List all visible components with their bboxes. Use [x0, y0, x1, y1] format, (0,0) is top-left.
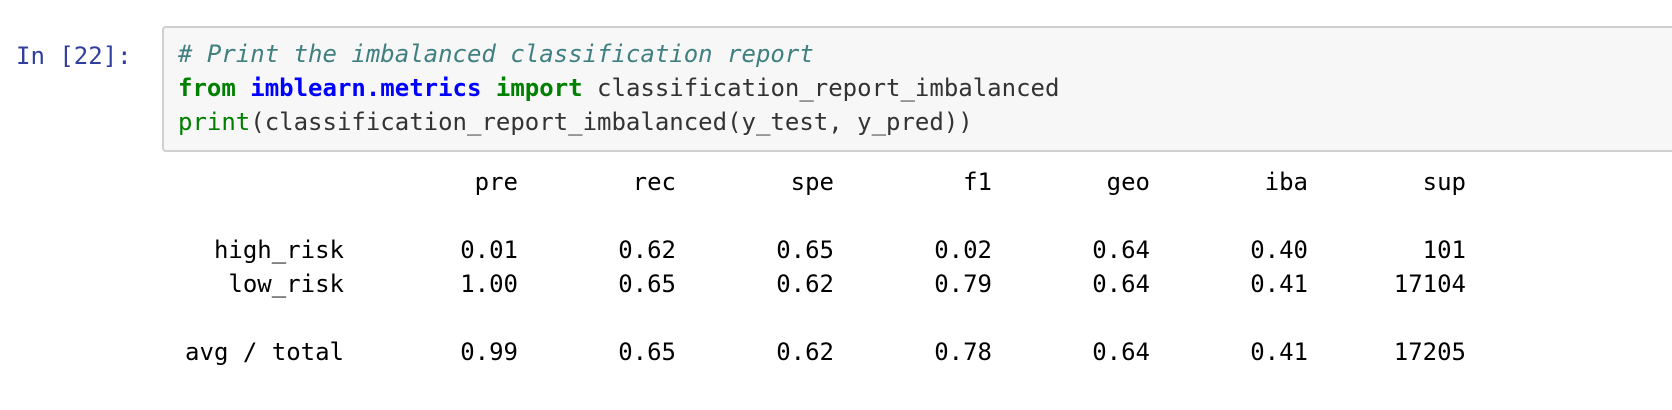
keyword-import: import	[495, 74, 583, 102]
row-label: avg / total	[185, 338, 344, 366]
cell-rec: 0.62	[618, 236, 676, 264]
code-comment: # Print the imbalanced classification re…	[178, 40, 814, 68]
header-spe: spe	[790, 168, 834, 196]
imported-name: classification_report_imbalanced	[597, 74, 1060, 102]
keyword-from: from	[178, 74, 236, 102]
cell-sup: 17205	[1393, 338, 1466, 366]
cell-spe: 0.65	[776, 236, 834, 264]
row-label: low_risk	[228, 270, 344, 298]
code-line-3: print(classification_report_imbalanced(y…	[178, 105, 1059, 139]
cell-sup: 17104	[1393, 270, 1466, 298]
cell-geo: 0.64	[1092, 338, 1150, 366]
cell-rec: 0.65	[618, 270, 676, 298]
code-editor[interactable]: # Print the imbalanced classification re…	[178, 37, 1059, 139]
header-geo: geo	[1106, 168, 1150, 196]
report-row-total: avg / total 0.99 0.65 0.62 0.78 0.64 0.4…	[162, 335, 1466, 369]
cell-rec: 0.65	[618, 338, 676, 366]
code-input-area[interactable]: # Print the imbalanced classification re…	[162, 26, 1672, 152]
input-prompt: In [22]:	[16, 42, 132, 70]
header-f1: f1	[963, 168, 992, 196]
report-header-row: pre rec spe f1 geo iba sup	[162, 165, 1466, 199]
cell-iba: 0.41	[1250, 270, 1308, 298]
header-label-spacer	[162, 165, 344, 199]
row-label: high_risk	[213, 236, 344, 264]
cell-sup: 101	[1422, 236, 1466, 264]
cell-geo: 0.64	[1092, 270, 1150, 298]
code-line-1: # Print the imbalanced classification re…	[178, 37, 1059, 71]
header-sup: sup	[1422, 168, 1466, 196]
cell-output: pre rec spe f1 geo iba sup high_risk 0.0…	[162, 165, 1466, 369]
print-arguments: (classification_report_imbalanced(y_test…	[250, 108, 973, 136]
header-iba: iba	[1264, 168, 1308, 196]
cell-spe: 0.62	[776, 338, 834, 366]
report-row-high-risk: high_risk 0.01 0.62 0.65 0.02 0.64 0.40 …	[162, 233, 1466, 267]
cell-f1: 0.78	[934, 338, 992, 366]
report-row-low-risk: low_risk 1.00 0.65 0.62 0.79 0.64 0.41 1…	[162, 267, 1466, 301]
cell-f1: 0.79	[934, 270, 992, 298]
code-line-2: from imblearn.metrics import classificat…	[178, 71, 1059, 105]
cell-iba: 0.40	[1250, 236, 1308, 264]
cell-pre: 0.99	[460, 338, 518, 366]
cell-geo: 0.64	[1092, 236, 1150, 264]
cell-pre: 1.00	[460, 270, 518, 298]
cell-iba: 0.41	[1250, 338, 1308, 366]
builtin-print: print	[178, 108, 251, 136]
cell-spe: 0.62	[776, 270, 834, 298]
module-name: imblearn.metrics	[250, 74, 482, 102]
cell-f1: 0.02	[934, 236, 992, 264]
header-rec: rec	[632, 168, 676, 196]
cell-pre: 0.01	[460, 236, 518, 264]
header-pre: pre	[474, 168, 518, 196]
